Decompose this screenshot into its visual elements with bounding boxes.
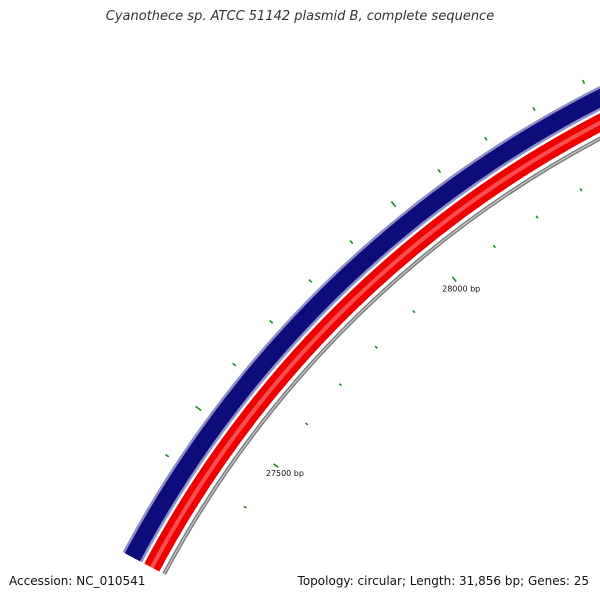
reverse-strand-highlight <box>150 120 600 569</box>
outer-tick <box>437 168 442 173</box>
outer-tick <box>484 136 488 141</box>
inner-tick <box>412 309 416 314</box>
inner-tick <box>273 463 279 469</box>
inner-tick <box>492 244 496 249</box>
outer-tick <box>195 405 202 412</box>
inner-tick <box>374 345 378 349</box>
outer-tick <box>269 319 274 324</box>
outer-tick <box>349 240 354 245</box>
inner-tick <box>535 215 539 219</box>
inner-tick <box>451 276 457 283</box>
inner-tick <box>304 422 309 426</box>
tick-label: 28000 bp <box>442 285 480 294</box>
backbone-track <box>162 136 600 576</box>
forward-strand-track <box>124 88 600 562</box>
outer-tick <box>532 106 536 112</box>
topology-summary: Topology: circular; Length: 31,856 bp; G… <box>297 574 589 588</box>
sequence-tracks <box>122 85 600 576</box>
tick-marks <box>165 79 586 509</box>
outer-tick <box>165 453 170 458</box>
accession-text: Accession: NC_010541 <box>9 574 146 588</box>
map-title: Cyanothece sp. ATCC 51142 plasmid B, com… <box>105 9 495 24</box>
inner-tick <box>579 188 583 192</box>
backbone-highlight <box>163 138 600 575</box>
inner-tick <box>243 505 247 509</box>
outer-tick <box>308 278 313 283</box>
outer-tick <box>390 200 397 208</box>
outer-tick <box>232 362 237 367</box>
tick-label: 27500 bp <box>266 469 304 478</box>
inner-tick <box>338 383 343 387</box>
outer-tick <box>581 79 586 84</box>
